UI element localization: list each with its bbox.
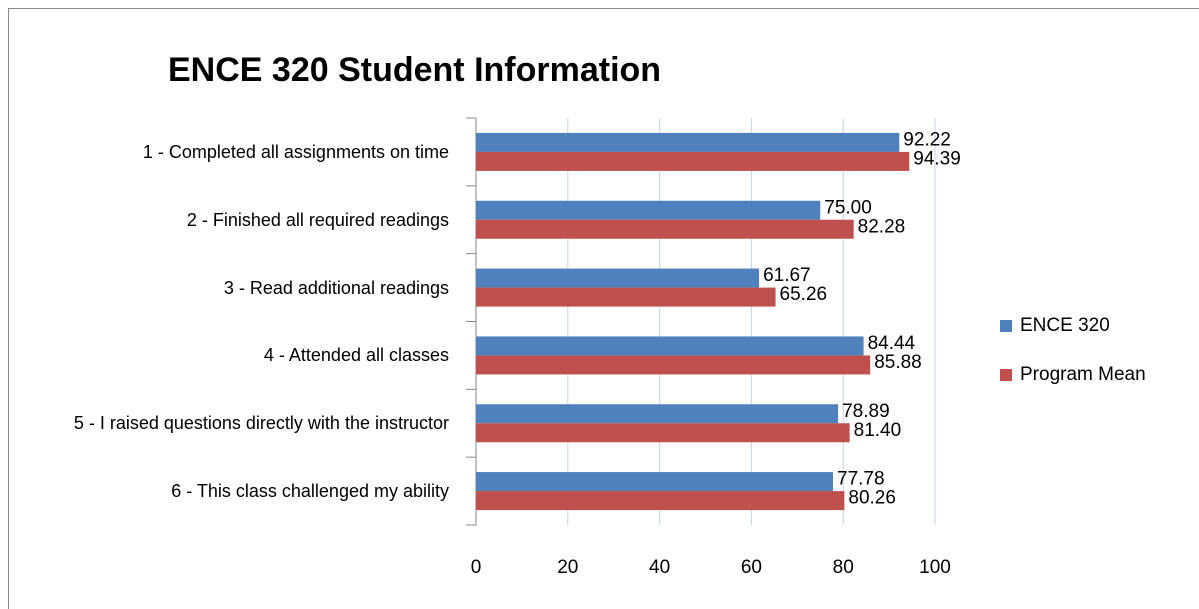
y-tick-label: 6 - This class challenged my ability (171, 457, 449, 525)
y-tick-label: 4 - Attended all classes (264, 321, 449, 389)
legend-label: ENCE 320 (1020, 315, 1110, 336)
value-label: 92.22 (903, 129, 951, 150)
bar (476, 132, 900, 152)
bar (476, 472, 834, 492)
bar (476, 219, 854, 239)
legend-label: Program Mean (1020, 364, 1146, 385)
bar (476, 200, 821, 220)
y-tick-text: 6 - This class challenged my ability (171, 481, 449, 502)
chart-title: ENCE 320 Student Information (168, 51, 661, 89)
bar (476, 404, 839, 424)
value-label: 94.39 (913, 148, 961, 169)
value-label: 61.67 (763, 265, 811, 286)
bar (476, 268, 760, 288)
y-tick-label: 3 - Read additional readings (224, 254, 449, 322)
x-tick-label: 80 (833, 557, 854, 578)
y-tick-text: 1 - Completed all assignments on time (142, 141, 449, 162)
legend-swatch (1000, 320, 1012, 332)
value-label: 84.44 (868, 333, 916, 354)
x-tick-label: 60 (741, 557, 762, 578)
value-label: 77.78 (837, 469, 885, 490)
x-tick-label: 0 (471, 557, 482, 578)
value-label: 85.88 (874, 352, 922, 373)
y-tick-label: 5 - I raised questions directly with the… (74, 389, 449, 457)
value-label: 78.89 (842, 401, 890, 422)
legend-swatch (1000, 369, 1012, 381)
bar (476, 151, 910, 171)
y-tick-text: 4 - Attended all classes (263, 345, 449, 366)
bar (476, 336, 864, 356)
x-tick-label: 40 (649, 557, 670, 578)
x-tick-label: 100 (919, 557, 951, 578)
chart-border (8, 8, 1199, 609)
y-tick-text: 2 - Finished all required readings (186, 209, 449, 230)
y-tick-text: 5 - I raised questions directly with the… (73, 413, 449, 434)
y-tick-label: 1 - Completed all assignments on time (143, 118, 449, 186)
y-tick-text: 3 - Read additional readings (223, 277, 449, 298)
value-label: 65.26 (780, 284, 828, 305)
y-tick-label: 2 - Finished all required readings (187, 186, 449, 254)
bar (476, 355, 871, 375)
x-tick-label: 20 (557, 557, 578, 578)
value-label: 80.26 (848, 488, 896, 509)
value-label: 75.00 (824, 197, 872, 218)
value-label: 81.40 (854, 420, 902, 441)
value-label: 82.28 (858, 216, 906, 237)
bar (476, 491, 845, 511)
bar (476, 287, 776, 307)
bar (476, 423, 850, 443)
